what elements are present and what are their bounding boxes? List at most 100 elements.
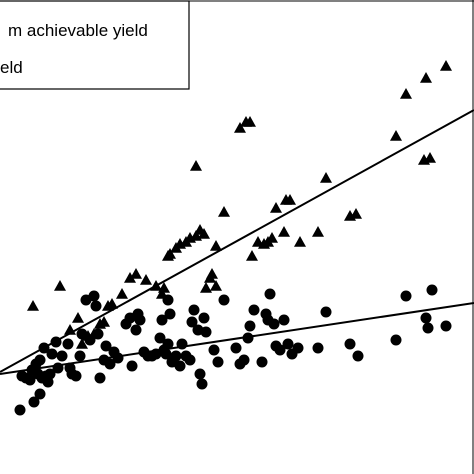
circle-point [264, 288, 276, 300]
legend: m achievable yield eld [0, 0, 190, 90]
triangle-point [312, 226, 324, 237]
circle-point [28, 396, 40, 408]
circle-point [134, 314, 146, 326]
circle-point [174, 360, 186, 372]
triangle-point [284, 194, 296, 205]
trend-line-circles [0, 302, 474, 375]
circle-point [50, 336, 62, 348]
circle-point [200, 326, 212, 338]
triangle-point [206, 268, 218, 279]
circle-point [100, 340, 112, 352]
triangle-point [234, 122, 246, 133]
circle-point [52, 362, 64, 374]
triangle-point [294, 236, 306, 247]
circle-point [268, 318, 280, 330]
circle-point [14, 404, 26, 416]
circle-point [218, 294, 230, 306]
circle-point [208, 344, 220, 356]
circle-point [242, 332, 254, 344]
circle-point [94, 372, 106, 384]
circle-point [88, 290, 100, 302]
triangle-point [420, 72, 432, 83]
circle-point [400, 290, 412, 302]
circle-point [196, 378, 208, 390]
circle-point [186, 316, 198, 328]
circle-point [278, 314, 290, 326]
triangle-point [390, 130, 402, 141]
circle-point [126, 360, 138, 372]
triangle-point [440, 60, 452, 71]
circle-point [352, 350, 364, 362]
circle-point [188, 304, 200, 316]
triangle-point [266, 232, 278, 243]
triangle-point [320, 172, 332, 183]
circle-point [76, 328, 88, 340]
circle-point [184, 354, 196, 366]
triangle-point [27, 300, 39, 311]
circle-point [24, 374, 36, 386]
circle-point [212, 356, 224, 368]
circle-point [238, 354, 250, 366]
triangle-point [210, 280, 222, 291]
triangle-point [98, 316, 110, 327]
triangle-point [350, 208, 362, 219]
trend-line-triangles [0, 109, 474, 373]
circle-point [292, 342, 304, 354]
circle-point [422, 322, 434, 334]
circle-point [154, 332, 166, 344]
legend-label-triangle: m achievable yield [8, 21, 148, 40]
circle-point [420, 312, 432, 324]
circle-point [390, 334, 402, 346]
circle-point [344, 338, 356, 350]
triangle-point [218, 206, 230, 217]
circle-point [34, 388, 46, 400]
data-points [14, 60, 452, 416]
circle-point [74, 350, 86, 362]
triangle-point [130, 268, 142, 279]
triangle-point [140, 274, 152, 285]
circle-point [170, 350, 182, 362]
triangle-point [270, 202, 282, 213]
triangle-point [150, 280, 162, 291]
circle-point [194, 368, 206, 380]
circle-point [130, 324, 142, 336]
triangle-point [106, 298, 118, 309]
triangle-point [246, 250, 258, 261]
circle-point [160, 348, 172, 360]
circle-point [34, 354, 46, 366]
circle-point [176, 338, 188, 350]
circle-point [44, 368, 56, 380]
circle-point [282, 338, 294, 350]
circle-point [162, 294, 174, 306]
triangle-point [54, 280, 66, 291]
circle-point [164, 308, 176, 320]
triangle-point [424, 152, 436, 163]
circle-point [84, 334, 96, 346]
legend-box [0, 0, 190, 90]
circle-point [312, 342, 324, 354]
circle-point [104, 358, 116, 370]
circle-point [230, 342, 242, 354]
triangle-point [76, 338, 88, 349]
circle-point [440, 320, 452, 332]
circle-point [112, 352, 124, 364]
triangle-point [164, 248, 176, 259]
circle-point [198, 312, 210, 324]
circle-point [162, 338, 174, 350]
circle-point [92, 328, 104, 340]
triangle-point [158, 282, 170, 293]
circle-point [256, 356, 268, 368]
triangle-point [278, 226, 290, 237]
triangle-point [210, 240, 222, 251]
circle-point [62, 338, 74, 350]
circle-point [70, 370, 82, 382]
triangle-point [72, 312, 84, 323]
circle-point [248, 304, 260, 316]
circle-point [274, 344, 286, 356]
circle-point [46, 348, 58, 360]
triangle-point [190, 160, 202, 171]
circle-point [426, 284, 438, 296]
triangle-point [200, 282, 212, 293]
circle-point [90, 300, 102, 312]
circle-point [244, 320, 256, 332]
